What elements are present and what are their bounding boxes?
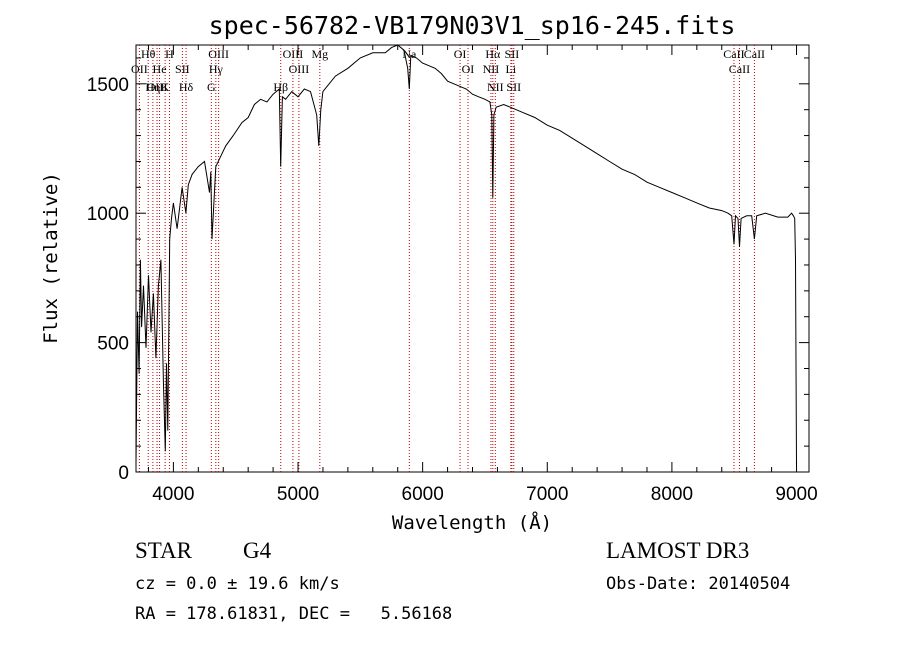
line-label-27: CaII — [744, 47, 765, 61]
line-label-3: He — [153, 62, 167, 76]
line-label-25: CaII — [723, 47, 744, 61]
emission-line-markers — [138, 45, 755, 472]
line-label-10: Hγ — [209, 62, 224, 76]
line-label-8: Hδ — [179, 80, 194, 94]
line-label-22: SII — [505, 47, 520, 61]
line-label-15: Mg — [311, 47, 328, 61]
y-axis-label: Flux (relative) — [40, 172, 62, 344]
y-tick-label: 500 — [97, 334, 129, 355]
x-tick-label: 6000 — [402, 484, 444, 505]
x-tick-label: 4000 — [152, 484, 194, 505]
line-label-6: H — [165, 47, 174, 61]
line-label-2: OIII — [147, 80, 168, 94]
object-class: STAR — [135, 538, 192, 563]
x-tick-label: 5000 — [277, 484, 319, 505]
line-label-1: OII — [131, 62, 148, 76]
x-tick-label: 9000 — [775, 484, 817, 505]
line-label-23: Li — [506, 62, 517, 76]
y-tick-label: 1000 — [87, 204, 129, 225]
x-tick-label: 8000 — [651, 484, 693, 505]
x-axis-label: Wavelength (Å) — [392, 511, 552, 534]
line-label-9: OIII — [208, 47, 229, 61]
line-label-20: NII — [483, 62, 500, 76]
y-tick-label: 0 — [118, 463, 129, 484]
line-label-12: OIII — [283, 47, 304, 61]
plot-frame — [135, 44, 810, 473]
y-axis-ticks: 0 500 1000 1500 — [87, 57, 809, 484]
line-label-0: Hθ — [141, 47, 156, 61]
line-label-11: G — [207, 80, 216, 94]
line-label-7: SII — [175, 62, 190, 76]
object-subclass: G4 — [243, 538, 272, 563]
coordinates: RA = 178.61831, DEC = 5.56168 — [135, 604, 453, 624]
line-label-26: CaII — [729, 62, 750, 76]
line-label-19: Hα — [485, 47, 501, 61]
line-label-24: SII — [506, 80, 521, 94]
line-label-21: NII — [487, 80, 504, 94]
line-label-18: OI — [462, 62, 475, 76]
line-label-13: OIII — [289, 62, 310, 76]
x-axis-ticks: 4000 5000 6000 7000 8000 9000 — [147, 45, 818, 505]
flux-series-line — [135, 44, 797, 467]
x-tick-label: 7000 — [526, 484, 568, 505]
line-label-4: Hη — [145, 80, 160, 94]
chart-title: spec-56782-VB179N03V1_sp16-245.fits — [209, 11, 736, 40]
survey-name: LAMOST DR3 — [606, 538, 750, 563]
y-tick-label: 1500 — [87, 75, 129, 96]
line-label-5: K — [161, 80, 170, 94]
obs-date: Obs-Date: 20140504 — [606, 574, 791, 594]
redshift-cz: cz = 0.0 ± 19.6 km/s — [135, 574, 340, 594]
line-label-17: OI — [454, 47, 467, 61]
